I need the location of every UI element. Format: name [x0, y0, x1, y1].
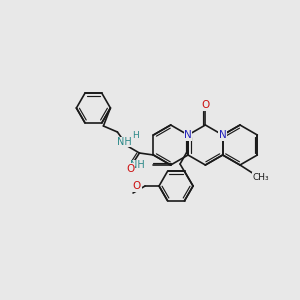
- Text: CH₃: CH₃: [253, 172, 269, 182]
- Text: O: O: [133, 181, 141, 191]
- Text: H: H: [132, 131, 139, 140]
- Text: NH: NH: [130, 160, 145, 170]
- Text: N: N: [184, 130, 192, 140]
- Text: O: O: [201, 100, 209, 110]
- Text: O: O: [126, 164, 134, 174]
- Text: NH: NH: [117, 137, 132, 147]
- Text: N: N: [219, 130, 226, 140]
